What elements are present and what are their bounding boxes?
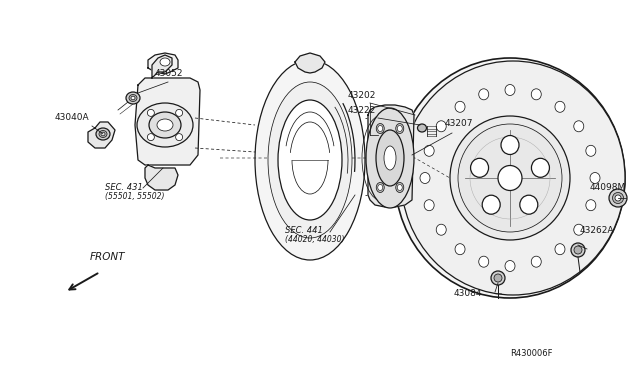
Text: R430006F: R430006F bbox=[510, 349, 552, 358]
Ellipse shape bbox=[455, 244, 465, 255]
Ellipse shape bbox=[126, 92, 140, 104]
Ellipse shape bbox=[401, 61, 625, 295]
Ellipse shape bbox=[96, 128, 110, 140]
Ellipse shape bbox=[157, 119, 173, 131]
Ellipse shape bbox=[482, 195, 500, 214]
Ellipse shape bbox=[417, 124, 426, 132]
Text: 43052: 43052 bbox=[155, 69, 184, 78]
Ellipse shape bbox=[571, 243, 585, 257]
Ellipse shape bbox=[149, 112, 181, 138]
Text: 44098M: 44098M bbox=[590, 183, 627, 192]
Ellipse shape bbox=[615, 195, 621, 201]
Ellipse shape bbox=[479, 256, 489, 267]
Ellipse shape bbox=[609, 189, 627, 207]
Ellipse shape bbox=[376, 130, 404, 186]
Ellipse shape bbox=[574, 246, 582, 254]
Text: (55501, 55502): (55501, 55502) bbox=[105, 192, 164, 201]
Ellipse shape bbox=[531, 256, 541, 267]
Ellipse shape bbox=[590, 173, 600, 183]
Ellipse shape bbox=[175, 109, 182, 116]
Ellipse shape bbox=[147, 134, 154, 141]
Ellipse shape bbox=[586, 145, 596, 156]
Ellipse shape bbox=[424, 200, 434, 211]
Ellipse shape bbox=[384, 146, 396, 170]
Ellipse shape bbox=[455, 101, 465, 112]
Ellipse shape bbox=[586, 200, 596, 211]
Text: (44020, 44030): (44020, 44030) bbox=[285, 235, 344, 244]
Ellipse shape bbox=[424, 145, 434, 156]
Ellipse shape bbox=[160, 58, 170, 66]
Ellipse shape bbox=[505, 84, 515, 96]
Ellipse shape bbox=[175, 134, 182, 141]
Ellipse shape bbox=[436, 121, 446, 132]
Polygon shape bbox=[145, 165, 178, 190]
Ellipse shape bbox=[147, 109, 154, 116]
Polygon shape bbox=[148, 53, 178, 74]
Ellipse shape bbox=[131, 96, 135, 100]
Ellipse shape bbox=[137, 103, 193, 147]
Ellipse shape bbox=[450, 116, 570, 240]
Polygon shape bbox=[152, 55, 172, 78]
Ellipse shape bbox=[498, 166, 522, 190]
Ellipse shape bbox=[458, 124, 562, 232]
Ellipse shape bbox=[395, 58, 625, 298]
Ellipse shape bbox=[574, 121, 584, 132]
Ellipse shape bbox=[531, 158, 549, 177]
Ellipse shape bbox=[397, 185, 403, 190]
Ellipse shape bbox=[101, 132, 105, 136]
Text: 43040A: 43040A bbox=[55, 113, 90, 122]
Ellipse shape bbox=[376, 183, 384, 192]
Ellipse shape bbox=[520, 195, 538, 214]
Ellipse shape bbox=[255, 60, 365, 260]
Ellipse shape bbox=[396, 183, 404, 192]
Ellipse shape bbox=[491, 271, 505, 285]
Ellipse shape bbox=[436, 224, 446, 235]
Ellipse shape bbox=[479, 89, 489, 100]
Text: FRONT: FRONT bbox=[90, 252, 125, 262]
Ellipse shape bbox=[396, 124, 404, 134]
Text: 43084: 43084 bbox=[454, 289, 483, 298]
Text: 43262A: 43262A bbox=[580, 226, 614, 235]
Ellipse shape bbox=[99, 131, 107, 138]
Ellipse shape bbox=[378, 185, 383, 190]
Ellipse shape bbox=[470, 158, 488, 177]
Polygon shape bbox=[135, 78, 200, 165]
Polygon shape bbox=[88, 122, 115, 148]
Ellipse shape bbox=[129, 94, 137, 102]
Ellipse shape bbox=[376, 124, 384, 134]
Ellipse shape bbox=[378, 125, 383, 132]
Ellipse shape bbox=[555, 244, 565, 255]
Text: SEC. 431: SEC. 431 bbox=[105, 183, 143, 192]
Ellipse shape bbox=[612, 192, 623, 203]
Polygon shape bbox=[368, 105, 414, 207]
Ellipse shape bbox=[420, 173, 430, 183]
Ellipse shape bbox=[531, 89, 541, 100]
Ellipse shape bbox=[397, 125, 403, 132]
Text: 43207: 43207 bbox=[445, 119, 474, 128]
Ellipse shape bbox=[268, 82, 352, 238]
Ellipse shape bbox=[366, 108, 414, 208]
Ellipse shape bbox=[501, 135, 519, 154]
Ellipse shape bbox=[574, 224, 584, 235]
Text: SEC. 441: SEC. 441 bbox=[285, 226, 323, 235]
Text: 43202: 43202 bbox=[348, 91, 376, 100]
Text: 43222: 43222 bbox=[348, 106, 376, 115]
Polygon shape bbox=[295, 53, 325, 73]
Ellipse shape bbox=[555, 101, 565, 112]
Ellipse shape bbox=[278, 100, 342, 220]
Ellipse shape bbox=[494, 274, 502, 282]
Ellipse shape bbox=[505, 260, 515, 272]
